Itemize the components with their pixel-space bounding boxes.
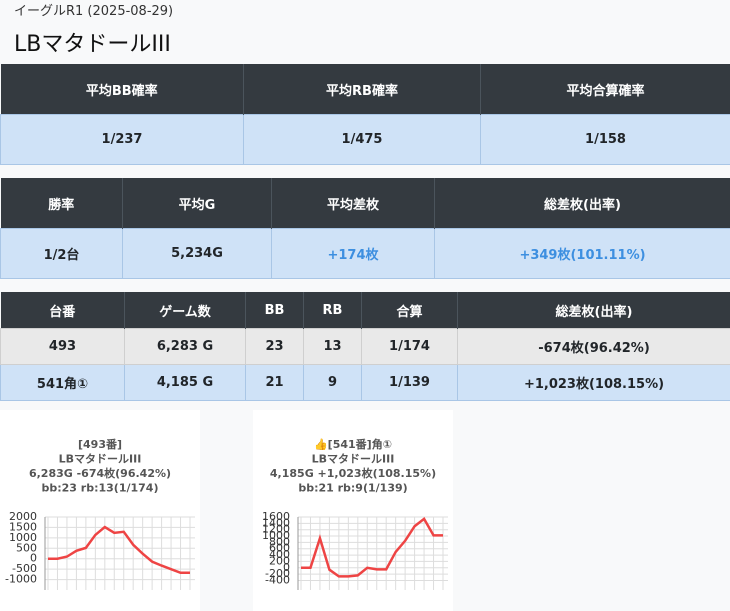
graph-caption: 6,283G -674枚(96.42%) xyxy=(29,466,171,480)
cell: 1/2台 xyxy=(0,228,123,279)
cell: 493 xyxy=(0,328,125,365)
y-tick-label: -500 xyxy=(12,562,37,575)
cell: 1/158 xyxy=(480,114,730,165)
column-header: 台番 xyxy=(0,292,125,329)
y-tick-label: 1000 xyxy=(9,531,37,544)
y-tick-label: -400 xyxy=(265,573,290,586)
cell: -674枚(96.42%) xyxy=(457,328,730,365)
column-header: 勝率 xyxy=(0,178,123,229)
data-row: 1/2台 5,234G +174枚 +349枚(101.11%) xyxy=(0,228,730,279)
y-tick-label: 2000 xyxy=(9,510,37,523)
title: LBマタドールIII xyxy=(14,32,171,57)
line xyxy=(301,517,443,578)
cell: +349枚(101.11%) xyxy=(434,228,730,279)
y-tick-label: 0 xyxy=(30,552,37,565)
cell: 23 xyxy=(245,328,304,365)
graph-caption: 👍[541番]角① xyxy=(314,437,392,451)
column-header: ゲーム数 xyxy=(124,292,246,329)
cell: 1/174 xyxy=(361,328,458,365)
y-tick-label: 0 xyxy=(283,561,290,574)
line xyxy=(48,525,190,575)
column-header: RB xyxy=(303,292,362,329)
column-header: 平均合算確率 xyxy=(480,64,730,115)
y-tick-label: -200 xyxy=(265,567,290,580)
y-tick-label: 1400 xyxy=(262,516,290,529)
data-row: 1/237 1/475 1/158 xyxy=(0,114,730,165)
column-header: 平均差枚 xyxy=(271,178,435,229)
header-row: 台番 ゲーム数 BB RB 合算 総差枚(出率) xyxy=(0,292,730,329)
column-header: BB xyxy=(245,292,304,329)
cell: +174枚 xyxy=(271,228,435,279)
y-tick-label: 200 xyxy=(269,554,290,567)
graph-caption: bb:23 rb:13(1/174) xyxy=(42,482,159,495)
graph-caption: LBマタドールIII xyxy=(59,453,142,466)
cell: 1/475 xyxy=(243,114,481,165)
y-tick-label: 600 xyxy=(269,542,290,555)
column-header: 総差枚(出率) xyxy=(434,178,730,229)
column-header: 平均BB確率 xyxy=(0,64,244,115)
stats-table: 勝率 平均G 平均差枚 総差枚(出率) 1/2台 5,234G +174枚 +349枚(101… xyxy=(0,178,730,279)
cell: 5,234G xyxy=(122,228,272,279)
graph-caption: [493番] xyxy=(78,437,122,451)
y-tick-label: 500 xyxy=(16,541,37,554)
y-tick-label: -1000 xyxy=(5,573,37,586)
column-header: 平均G xyxy=(122,178,272,229)
cell: 4,185 G xyxy=(124,364,246,401)
cell: 1/139 xyxy=(361,364,458,401)
column-header: 総差枚(出率) xyxy=(457,292,730,329)
y-tick-label: 400 xyxy=(269,548,290,561)
cell: 6,283 G xyxy=(124,328,246,365)
cell: 1/237 xyxy=(0,114,244,165)
column-header: 平均RB確率 xyxy=(243,64,481,115)
graph-caption: LBマタドールIII xyxy=(312,453,395,466)
y-tick-label: 1000 xyxy=(262,529,290,542)
y-tick-label: 800 xyxy=(269,535,290,548)
header-row: 平均BB確率 平均RB確率 平均合算確率 xyxy=(0,64,730,115)
y-tick-label: 1200 xyxy=(262,523,290,536)
graph-caption: 4,185G +1,023枚(108.15%) xyxy=(270,466,436,480)
stats-table: 平均BB確率 平均RB確率 平均合算確率 1/237 1/475 1/158 xyxy=(0,64,730,165)
cell: 9 xyxy=(303,364,362,401)
subtitle: イーグルR1 (2025-08-29) xyxy=(14,4,174,19)
cell: 13 xyxy=(303,328,362,365)
data-row: 493 6,283 G 23 13 1/174 -674枚(96.42%) xyxy=(0,328,730,365)
y-tick-label: 1600 xyxy=(262,510,290,523)
data-row: 541角① 4,185 G 21 9 1/139 +1,023枚(108.15%) xyxy=(0,364,730,401)
header-row: 勝率 平均G 平均差枚 総差枚(出率) xyxy=(0,178,730,229)
stats-table: 台番 ゲーム数 BB RB 合算 総差枚(出率) 493 6,283 G 23 13 1/174 -6… xyxy=(0,292,730,401)
cell: 541角① xyxy=(0,364,125,401)
y-tick-label: 1500 xyxy=(9,520,37,533)
column-header: 合算 xyxy=(361,292,458,329)
cell: +1,023枚(108.15%) xyxy=(457,364,730,401)
cell: 21 xyxy=(245,364,304,401)
graph-caption: bb:21 rb:9(1/139) xyxy=(298,482,407,495)
